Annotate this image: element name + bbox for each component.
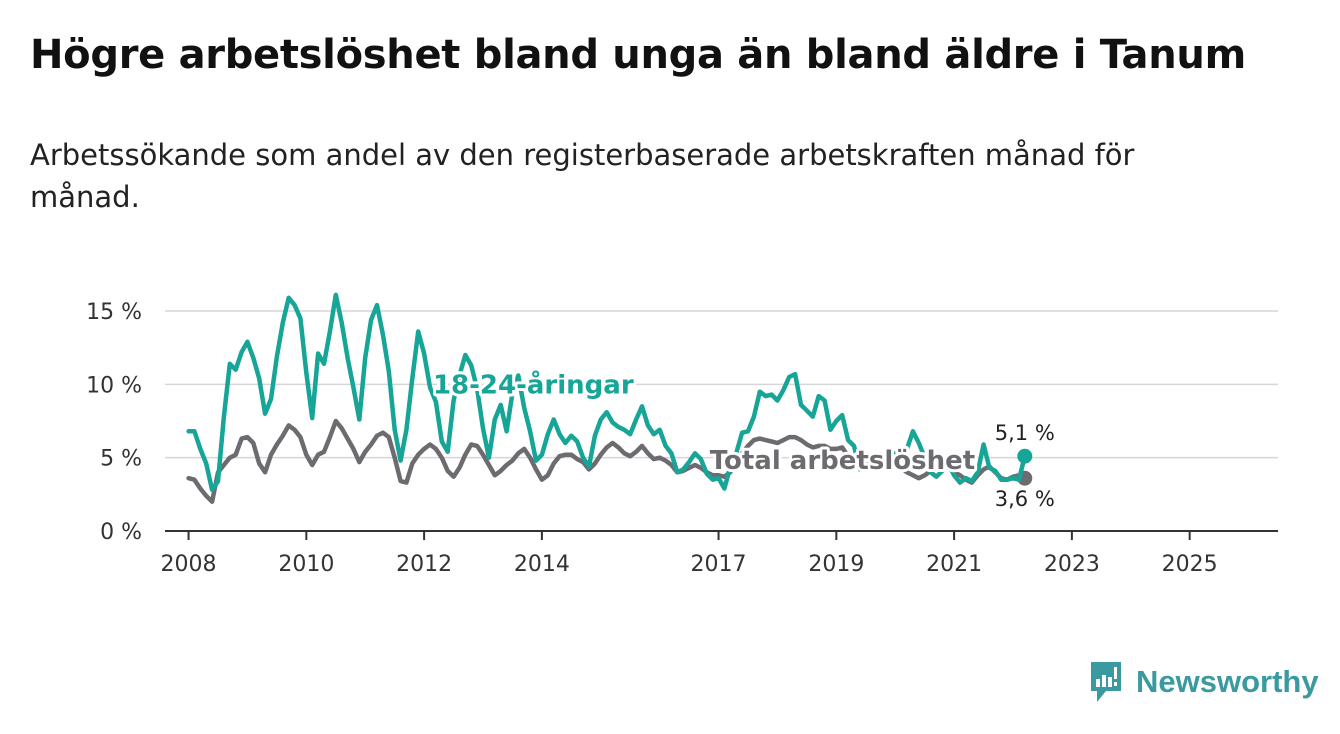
series-label-total: Total arbetslöshet [710, 446, 975, 476]
x-tick-label: 2012 [396, 552, 452, 577]
series-endpoint-young [1017, 448, 1033, 464]
end-value-label-young: 5,1 % [995, 421, 1055, 445]
end-value-label-total: 3,6 % [995, 487, 1055, 511]
grid-lines [165, 310, 1278, 459]
y-tick-label: 15 % [86, 300, 142, 325]
x-tick-label: 2021 [926, 552, 982, 577]
x-tick-label: 2014 [514, 552, 570, 577]
x-tick-label: 2019 [808, 552, 864, 577]
series-line-total [186, 418, 1028, 504]
y-tick-label: 0 % [100, 520, 142, 545]
series-label-young: 18-24-åringar [433, 368, 634, 400]
series-line-young [186, 292, 1028, 493]
newsworthy-logo-icon [1091, 662, 1121, 702]
x-tick-label: 2025 [1162, 552, 1218, 577]
brand-name: Newsworthy [1136, 664, 1319, 699]
y-tick-label: 5 % [100, 447, 142, 472]
y-axis: 0 % 5 % 10 % 15 % [86, 300, 142, 545]
x-tick-label: 2017 [691, 552, 747, 577]
chart-subtitle: Arbetssökande som andel av den registerb… [30, 138, 1135, 214]
newsworthy-logo: Newsworthy [1088, 660, 1319, 704]
x-axis: 2008 2010 2012 2014 2017 2019 2021 2023 2025 [161, 530, 1278, 577]
chart-title: Högre arbetslöshet bland unga än bland ä… [30, 32, 1246, 78]
series-labels: 18-24-åringar Total arbetslöshet 5,1 % 3,6 … [430, 365, 1057, 513]
x-tick-label: 2008 [161, 552, 217, 577]
y-tick-label: 10 % [86, 373, 142, 398]
series-lines [186, 292, 1033, 504]
x-tick-label: 2010 [278, 552, 334, 577]
x-tick-label: 2023 [1044, 552, 1100, 577]
